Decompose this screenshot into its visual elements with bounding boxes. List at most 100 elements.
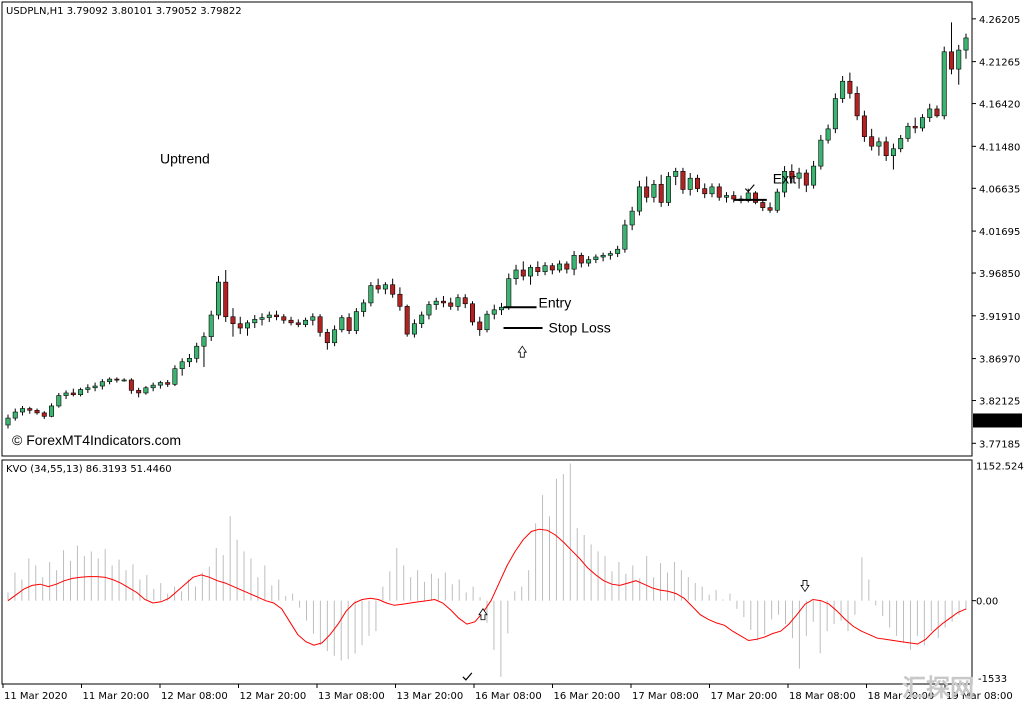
candle	[136, 387, 142, 398]
candle-body	[876, 141, 882, 147]
candle-body	[557, 263, 563, 271]
candle-body	[128, 379, 134, 391]
candle	[854, 86, 860, 121]
candle-body	[179, 361, 185, 370]
main-chart-pane[interactable]	[1, 1, 973, 457]
candle	[622, 219, 628, 253]
candle	[259, 313, 265, 326]
candle-body	[593, 256, 599, 260]
kvo-oscillator	[7, 463, 967, 681]
time-tick-label: 17 Mar 08:00	[632, 691, 699, 702]
candle-body	[789, 170, 795, 179]
candle-body	[731, 195, 737, 200]
candle	[411, 319, 417, 338]
candle	[477, 316, 483, 336]
candle	[716, 183, 722, 201]
candle	[281, 314, 287, 324]
candle	[12, 408, 18, 421]
candle	[433, 297, 439, 310]
candle-body	[491, 309, 497, 315]
time-tick-label: 16 Mar 08:00	[475, 691, 542, 702]
candle-body	[136, 390, 142, 394]
candle-body	[890, 148, 896, 157]
candle	[186, 353, 192, 367]
candle-body	[818, 139, 824, 167]
candle-body	[477, 321, 483, 331]
candle	[63, 390, 69, 400]
candle	[404, 304, 410, 337]
candle	[353, 308, 359, 335]
candle-body	[281, 316, 287, 321]
candle	[883, 136, 889, 161]
candle-body	[462, 297, 468, 305]
candle	[861, 110, 867, 142]
time-tick-label: 18 Mar 08:00	[789, 691, 856, 702]
candle-body	[724, 195, 729, 198]
candle	[571, 250, 577, 276]
signal-line	[7, 528, 967, 646]
candle	[847, 72, 853, 99]
candle-body	[716, 186, 722, 198]
candle	[34, 408, 40, 415]
candle	[941, 46, 947, 120]
candle	[440, 295, 446, 308]
candle-body	[760, 202, 766, 208]
time-tick-label: 13 Mar 08:00	[318, 691, 385, 702]
candle-body	[448, 302, 454, 307]
candle-body	[157, 382, 163, 386]
watermark: © ForexMT4Indicators.com	[12, 432, 181, 448]
candle-body	[208, 314, 214, 337]
candle	[709, 183, 715, 198]
candle-body	[912, 125, 918, 129]
candle	[295, 319, 301, 328]
candle-body	[303, 319, 309, 325]
candle-body	[956, 49, 962, 70]
price-tick-label: 3.82125	[979, 397, 1020, 408]
candle-body	[317, 316, 323, 333]
candle-body	[295, 322, 301, 325]
candle	[782, 166, 788, 198]
candle-body	[665, 176, 671, 203]
candle	[796, 167, 802, 189]
candle-body	[934, 108, 940, 117]
candle-body	[339, 317, 345, 331]
candle-body	[172, 368, 178, 385]
candle	[753, 191, 759, 205]
candle	[179, 358, 185, 376]
candle	[905, 122, 911, 142]
candle	[934, 105, 940, 118]
candle-body	[470, 303, 475, 323]
candle-body	[803, 172, 809, 186]
candle	[107, 377, 113, 385]
candle-body	[150, 384, 156, 389]
candle	[114, 377, 120, 383]
candle	[332, 325, 338, 347]
candle	[506, 273, 512, 310]
candle	[607, 250, 613, 260]
candle-body	[324, 332, 330, 344]
candle	[557, 260, 563, 273]
candle-body	[78, 389, 84, 395]
candle-body	[361, 302, 367, 312]
candle-body	[404, 306, 410, 335]
candle	[658, 174, 664, 207]
candle	[927, 103, 933, 122]
candle-body	[411, 323, 417, 335]
candle-body	[499, 306, 504, 311]
time-tick-label: 19 Mar 08:00	[946, 691, 1013, 702]
candle-body	[753, 192, 759, 203]
candle-body	[782, 170, 788, 193]
candle	[288, 316, 294, 326]
candle	[27, 406, 33, 414]
candle-body	[259, 317, 265, 320]
candle-body	[332, 329, 338, 344]
indicator-title: KVO (34,55,13) 86.3193 51.4460	[6, 464, 172, 475]
candle-body	[70, 392, 76, 395]
candle-body	[774, 191, 780, 211]
candle	[339, 315, 345, 333]
candle-body	[41, 412, 47, 417]
indicator-pane[interactable]	[1, 459, 973, 685]
candle-body	[107, 378, 113, 383]
candle	[949, 22, 954, 75]
